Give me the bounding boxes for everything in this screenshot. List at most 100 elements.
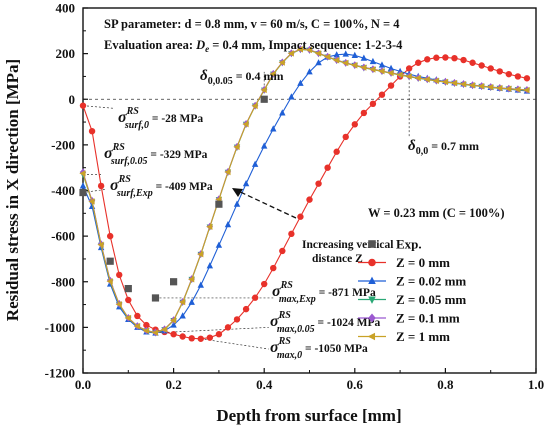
data-point (451, 54, 458, 62)
data-point (378, 61, 386, 68)
data-point (224, 168, 231, 176)
trend-label-1: Increasing vertical (302, 239, 393, 251)
data-point (333, 51, 340, 58)
data-point (242, 305, 250, 313)
data-point (278, 59, 285, 66)
annotation-guide-line (200, 338, 269, 350)
data-point (142, 327, 149, 334)
legend-item: Z = 0.02 mm (358, 274, 466, 289)
data-point (441, 78, 448, 86)
max-stress-annotation-3: σRS max,0 = -1050 MPa (270, 336, 368, 361)
data-point (297, 213, 304, 220)
data-point (496, 68, 503, 75)
data-point (342, 50, 349, 57)
axis-ticks: 0.0 0.2 0.4 0.6 0.8 1.0 400 200 0 -200 -400 -600 -80… (45, 1, 544, 393)
data-point (333, 57, 340, 64)
data-point (297, 79, 304, 86)
data-point (387, 64, 395, 72)
annotation-guide-line (155, 327, 269, 334)
legend-label: Z = 0.1 mm (396, 311, 460, 326)
data-point (469, 59, 476, 66)
data-point (79, 182, 87, 189)
data-point (242, 120, 249, 128)
data-point (169, 317, 177, 324)
data-point (460, 56, 467, 64)
trend-label-2: distance Z (312, 253, 363, 265)
data-point (424, 56, 431, 63)
annotation-guide-line (82, 105, 115, 109)
data-point (143, 321, 150, 329)
data-point (360, 109, 368, 117)
data-point (116, 271, 123, 279)
data-point (179, 333, 186, 340)
header-line-1: SP parameter: d = 0.8 mm, v = 60 m/s, C … (104, 17, 400, 31)
data-point (260, 86, 267, 94)
data-point (487, 83, 494, 91)
data-point (342, 59, 349, 67)
legend-item: Exp. (368, 237, 422, 252)
data-point (315, 180, 322, 187)
max-stress-annotation-1: σRS max,Exp = -871 MPa (272, 280, 376, 305)
data-point (324, 164, 331, 171)
x-tick-label: 0.2 (165, 377, 181, 392)
data-point (206, 223, 213, 230)
data-point (405, 73, 412, 80)
data-point (369, 57, 377, 65)
data-point (396, 71, 403, 79)
data-point (124, 284, 132, 293)
data-point (514, 86, 521, 93)
data-point (178, 298, 186, 306)
surface-stress-annotation-1: σRS surf,0 = -28 MPa (118, 106, 203, 131)
data-point (160, 326, 168, 333)
data-point (306, 196, 313, 203)
series-exp- (79, 95, 268, 302)
data-point (306, 68, 313, 75)
data-point (387, 69, 394, 77)
data-point (251, 294, 259, 301)
data-point (369, 66, 376, 73)
data-point (288, 93, 295, 100)
data-point (333, 148, 340, 155)
data-point (478, 62, 485, 69)
data-point (188, 298, 195, 305)
data-point (477, 83, 485, 90)
data-point (125, 296, 132, 304)
data-point (423, 76, 430, 83)
y-tick-label: -400 (51, 183, 75, 198)
surface-stress-annotation-3: σRS surf,Exp = -409 MPa (110, 174, 213, 199)
data-point (270, 264, 277, 272)
annotation-guides (82, 71, 410, 350)
y-tick-label: -800 (51, 274, 75, 289)
data-point (270, 125, 277, 132)
data-point (197, 281, 204, 288)
data-point (387, 82, 395, 89)
data-point (505, 70, 513, 78)
data-point (124, 314, 131, 322)
data-point (88, 198, 95, 205)
data-point (496, 84, 503, 92)
data-point (351, 121, 358, 128)
legend-item: Z = 1 mm (358, 329, 450, 344)
data-point (351, 51, 358, 59)
y-tick-label: -200 (51, 137, 75, 152)
x-tick-label: 0.8 (437, 377, 454, 392)
data-point (415, 59, 422, 66)
data-point (450, 79, 458, 87)
y-tick-label: -1200 (45, 366, 75, 381)
data-point (233, 143, 240, 151)
data-point (433, 54, 440, 61)
data-point (242, 179, 250, 187)
legend-item: Z = 0.1 mm (358, 311, 460, 326)
data-point (106, 257, 114, 265)
data-point (369, 100, 377, 108)
data-point (288, 230, 295, 238)
x-tick-label: 1.0 (528, 377, 544, 392)
data-point (215, 331, 223, 338)
data-point (88, 127, 96, 135)
data-point (233, 200, 241, 207)
data-point (215, 241, 223, 248)
width-note: W = 0.23 mm (C = 100%) (368, 206, 505, 220)
y-axis-label: Residual stress in X direction [MPa] (3, 59, 22, 321)
data-point (197, 250, 204, 258)
data-point (315, 59, 322, 66)
